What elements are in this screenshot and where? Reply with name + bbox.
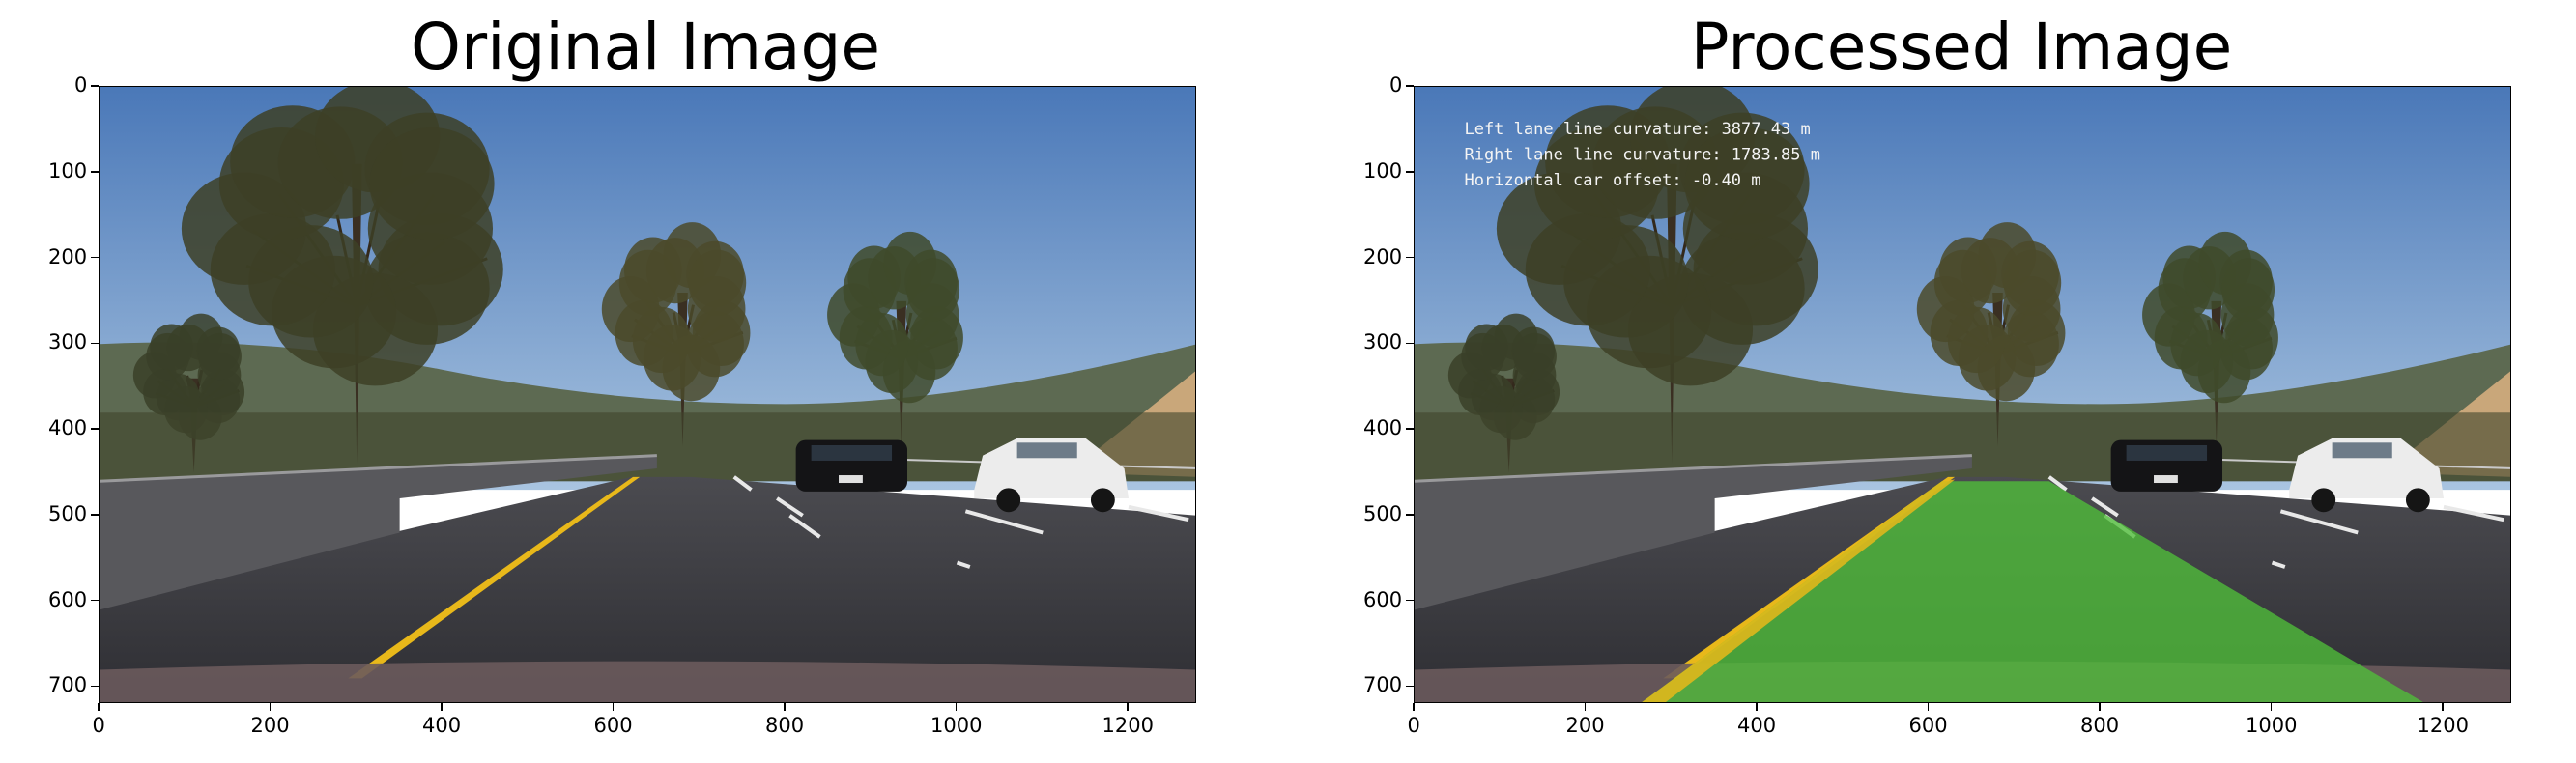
white-car bbox=[2289, 438, 2444, 513]
y-tick-label: 400 bbox=[1363, 416, 1403, 439]
y-tick bbox=[1406, 514, 1414, 516]
road-scene-image: Left lane line curvature: 3877.43 m Right… bbox=[1415, 87, 2510, 702]
y-tick-label: 400 bbox=[48, 416, 88, 439]
lane-area-overlay bbox=[1642, 481, 2423, 702]
x-tick-label: 200 bbox=[1565, 714, 1605, 737]
x-tick bbox=[1927, 703, 1930, 711]
y-tick bbox=[1406, 599, 1414, 602]
trees bbox=[1447, 87, 2278, 473]
x-tick-label: 0 bbox=[92, 714, 105, 737]
y-tick-label: 0 bbox=[1389, 73, 1403, 97]
x-tick bbox=[1413, 703, 1415, 711]
x-tick-label: 600 bbox=[1908, 714, 1948, 737]
black-car bbox=[2110, 439, 2223, 492]
x-tick-label: 1000 bbox=[2246, 714, 2298, 737]
y-tick-label: 300 bbox=[48, 330, 88, 354]
y-tick bbox=[1406, 342, 1414, 344]
y-tick-label: 0 bbox=[74, 73, 88, 97]
black-car bbox=[795, 439, 908, 492]
y-tick bbox=[91, 256, 99, 259]
y-tick bbox=[1406, 85, 1414, 87]
y-tick bbox=[1406, 256, 1414, 259]
y-tick-label: 300 bbox=[1363, 330, 1403, 354]
overlay-text-line: Right lane line curvature: 1783.85 m bbox=[1464, 145, 1819, 164]
panel-title-original: Original Image bbox=[411, 10, 880, 84]
y-tick-label: 600 bbox=[48, 587, 88, 611]
y-tick bbox=[1406, 171, 1414, 173]
x-tick-label: 400 bbox=[1737, 714, 1777, 737]
y-tick-label: 700 bbox=[48, 673, 88, 697]
y-tick bbox=[91, 342, 99, 344]
y-tick bbox=[91, 599, 99, 602]
y-tick bbox=[91, 685, 99, 687]
image-panel-original bbox=[99, 86, 1196, 703]
image-panel-processed: Left lane line curvature: 3877.43 m Right… bbox=[1414, 86, 2511, 703]
y-tick bbox=[91, 171, 99, 173]
trees bbox=[132, 87, 963, 473]
y-tick bbox=[91, 514, 99, 516]
y-tick bbox=[1406, 428, 1414, 430]
x-tick bbox=[2270, 703, 2273, 711]
y-tick-label: 100 bbox=[1363, 158, 1403, 183]
y-tick-label: 500 bbox=[1363, 501, 1403, 525]
y-tick bbox=[1406, 685, 1414, 687]
x-tick bbox=[1127, 703, 1129, 711]
x-tick-label: 200 bbox=[250, 714, 290, 737]
x-tick-label: 800 bbox=[2080, 714, 2120, 737]
y-tick-label: 100 bbox=[48, 158, 88, 183]
y-tick bbox=[91, 85, 99, 87]
y-tick bbox=[91, 428, 99, 430]
x-tick-label: 1200 bbox=[1102, 714, 1154, 737]
x-tick bbox=[1756, 703, 1758, 711]
x-tick bbox=[784, 703, 786, 711]
y-tick-label: 600 bbox=[1363, 587, 1403, 611]
y-tick-label: 200 bbox=[48, 244, 88, 268]
x-tick bbox=[1584, 703, 1587, 711]
x-tick-label: 600 bbox=[593, 714, 633, 737]
overlay-text-line: Left lane line curvature: 3877.43 m bbox=[1464, 120, 1810, 139]
y-tick-label: 200 bbox=[1363, 244, 1403, 268]
x-tick-label: 1000 bbox=[930, 714, 983, 737]
x-tick bbox=[441, 703, 443, 711]
road-scene-image bbox=[100, 87, 1195, 702]
x-tick bbox=[612, 703, 615, 711]
white-car bbox=[974, 438, 1129, 513]
x-tick bbox=[269, 703, 272, 711]
x-tick bbox=[98, 703, 100, 711]
panel-title-processed: Processed Image bbox=[1690, 10, 2233, 84]
x-tick bbox=[2099, 703, 2101, 711]
x-tick-label: 400 bbox=[422, 714, 462, 737]
overlay-text-line: Horizontal car offset: -0.40 m bbox=[1464, 171, 1760, 190]
x-tick-label: 1200 bbox=[2417, 714, 2469, 737]
x-tick bbox=[955, 703, 958, 711]
y-tick-label: 500 bbox=[48, 501, 88, 525]
x-tick-label: 0 bbox=[1407, 714, 1420, 737]
x-tick bbox=[2442, 703, 2444, 711]
x-tick-label: 800 bbox=[765, 714, 805, 737]
y-tick-label: 700 bbox=[1363, 673, 1403, 697]
